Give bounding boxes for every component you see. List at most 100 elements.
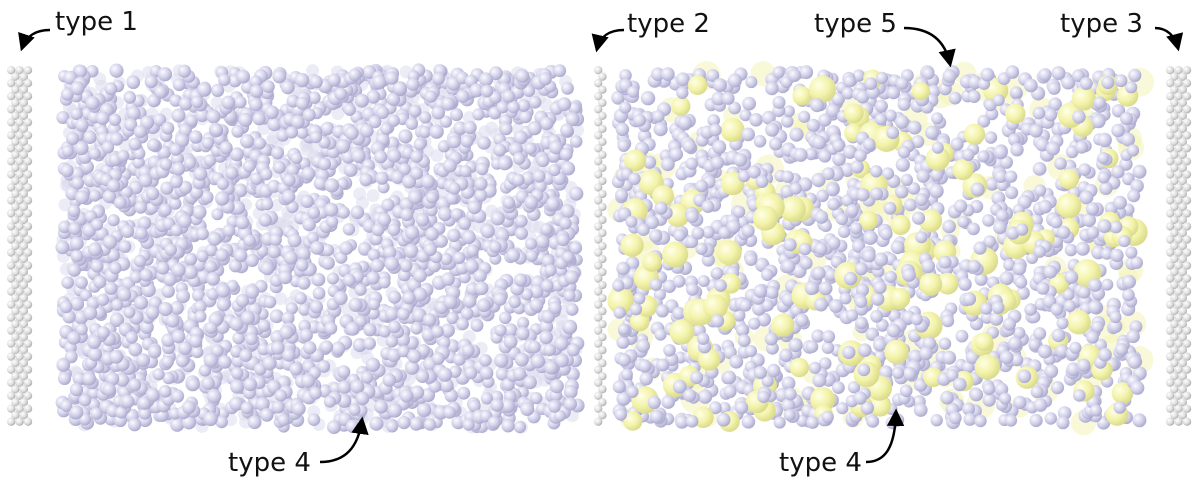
solvent-particle: [967, 259, 981, 273]
solvent-particle: [874, 252, 888, 267]
solvent-particle: [1097, 132, 1112, 148]
solvent-particle: [895, 77, 909, 90]
wall-particle: [594, 313, 603, 322]
wall-particle: [594, 287, 603, 296]
solvent-particle: [102, 189, 117, 204]
solvent-particle: [418, 125, 431, 139]
wall-particle: [23, 352, 33, 361]
wall-particle: [1182, 248, 1192, 257]
solvent-particle: [359, 123, 374, 138]
wall-particle: [11, 332, 20, 342]
wall-particle: [1166, 170, 1175, 179]
wall-particle: [15, 66, 24, 75]
wall-particle: [19, 254, 28, 264]
solvent-particle: [267, 245, 281, 259]
wall-particle: [598, 98, 607, 108]
solvent-particle: [170, 417, 185, 432]
wall-particle: [1166, 365, 1175, 374]
solvent-particle: [938, 337, 952, 350]
solvent-particle: [849, 222, 863, 235]
solvent-particle: [343, 163, 358, 177]
wall-particle: [598, 345, 607, 355]
wall-particle: [19, 124, 28, 133]
solvent-particle: [1114, 74, 1128, 88]
large-particle: [869, 395, 891, 417]
solvent-particle: [235, 293, 250, 308]
solvent-particle: [378, 325, 391, 338]
wall-particle: [598, 398, 607, 407]
solvent-particle: [1043, 264, 1058, 279]
wall-particle: [1174, 352, 1183, 361]
solvent-particle: [521, 288, 533, 301]
solvent-particle: [429, 124, 444, 139]
solvent-particle: [384, 71, 399, 85]
solvent-particle: [221, 95, 236, 110]
solvent-particle: [749, 113, 763, 127]
large-particle: [620, 233, 644, 257]
wall-particle: [15, 118, 24, 127]
wall-particle: [1166, 326, 1175, 335]
solvent-particle: [795, 313, 809, 328]
solvent-particle: [165, 313, 180, 328]
wall-particle: [598, 85, 607, 94]
solvent-particle: [886, 323, 901, 338]
solvent-particle: [171, 162, 186, 176]
solvent-particle: [138, 407, 151, 420]
solvent-particle: [1088, 300, 1102, 314]
solvent-particle: [1098, 347, 1112, 362]
solvent-particle: [83, 130, 97, 144]
large-particle: [890, 214, 911, 235]
large-particle: [859, 211, 878, 230]
solvent-particle: [195, 107, 210, 123]
solvent-particle: [153, 113, 167, 127]
wall-particle: [23, 274, 33, 283]
solvent-particle: [183, 156, 197, 169]
solvent-particle: [135, 227, 148, 240]
solvent-particle: [415, 213, 430, 227]
wall-particle: [1178, 176, 1188, 186]
solvent-particle: [420, 174, 436, 189]
wall-particle: [11, 411, 20, 420]
solvent-particle: [343, 103, 356, 116]
solvent-particle: [419, 111, 432, 124]
solvent-particle: [787, 68, 802, 82]
solvent-particle: [1091, 114, 1106, 129]
solvent-particle: [963, 412, 977, 426]
solvent-particle: [663, 344, 676, 357]
solvent-particle: [874, 113, 887, 126]
wall-particle: [1178, 189, 1188, 199]
solvent-particle: [58, 220, 71, 234]
solvent-particle: [83, 305, 98, 321]
solvent-particle: [502, 196, 516, 209]
wall-particle: [1182, 66, 1192, 75]
solvent-particle: [711, 267, 724, 280]
solvent-particle: [204, 260, 218, 274]
solvent-particle: [257, 343, 270, 356]
solvent-particle: [191, 95, 204, 109]
solvent-particle: [633, 113, 647, 127]
solvent-particle: [301, 166, 316, 181]
solvent-particle: [75, 118, 89, 132]
solvent-particle: [546, 196, 560, 211]
wall-particle: [598, 124, 607, 133]
solvent-particle: [948, 91, 962, 105]
solvent-particle: [410, 150, 424, 163]
wall-particle: [23, 287, 33, 296]
wall-particle: [1178, 98, 1188, 108]
arrow-type3: [1154, 26, 1184, 52]
solvent-particle: [1043, 108, 1058, 122]
solvent-particle: [497, 156, 512, 171]
solvent-particle: [660, 67, 675, 81]
solvent-particle: [494, 353, 509, 368]
solvent-particle: [540, 279, 554, 293]
solvent-particle: [386, 348, 401, 363]
solvent-particle: [55, 240, 70, 255]
solvent-particle: [182, 400, 196, 415]
wall-particle: [1178, 358, 1188, 368]
large-particle: [666, 203, 690, 227]
solvent-particle: [405, 225, 420, 240]
solvent-particle: [561, 81, 574, 95]
wall-particle: [11, 163, 20, 172]
solvent-particle: [814, 242, 828, 256]
solvent-particle: [1037, 344, 1052, 359]
